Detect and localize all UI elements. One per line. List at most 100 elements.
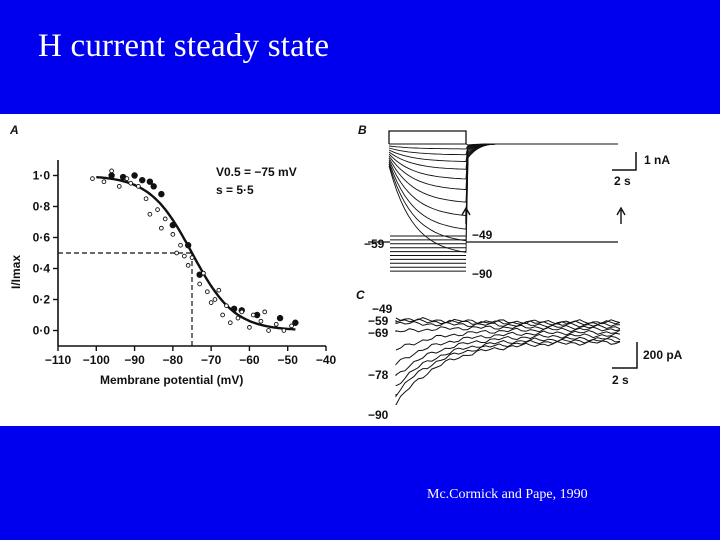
panel-c-scale-current: 200 pA [643, 348, 683, 362]
panel-a-filled-point [150, 183, 157, 190]
panel-c-tail-trace [395, 324, 621, 333]
panel-c-trace-label-4: −78 [368, 368, 389, 382]
panel-a-open-point [124, 176, 130, 181]
panel-a-open-point [178, 242, 183, 248]
panel-a-y-axis-label: I/Imax [9, 255, 23, 289]
panel-a-filled-point [230, 305, 238, 312]
panel-a-filled-point [158, 190, 165, 198]
panel-b-current-trace [388, 143, 618, 180]
citation: Mc.Cormick and Pape, 1990 [427, 487, 588, 502]
panel-a-open-point [239, 309, 245, 315]
panel-a-x-tick-label: −90 [124, 353, 145, 367]
panel-a-open-point [247, 325, 252, 330]
panel-a-x-tick-label: −100 [83, 353, 110, 367]
panel-c-tail-trace [395, 326, 621, 351]
slide-title: H current steady state [38, 28, 330, 64]
panel-b-current-trace [388, 143, 618, 217]
panel-b-current-trace [388, 143, 618, 170]
panel-a-x-tick-label: −60 [239, 353, 260, 367]
panel-a-open-point [143, 196, 149, 202]
panel-b-current-trace [388, 143, 618, 203]
panel-b-arrow-offset [616, 206, 626, 224]
panel-a-open-point [109, 168, 114, 174]
panel-b-current-trace [388, 143, 618, 156]
panel-a-annotation-vhalf: V0.5 = −75 mV [216, 165, 297, 179]
panel-b-label: B [358, 123, 367, 137]
panel-b-scale-current: 1 nA [644, 153, 670, 167]
panel-a-filled-point [276, 314, 284, 322]
panel-c-trace-label-3: −69 [368, 326, 389, 340]
panel-c-tail-trace [395, 317, 621, 325]
panel-a-open-point [155, 207, 160, 212]
panel-a-filled-point [139, 176, 146, 184]
panel-c-current-traces [395, 317, 638, 406]
panel-a-filled-point [169, 221, 177, 229]
panel-a-open-point [90, 176, 95, 181]
panel-b-current-trace [388, 143, 618, 242]
panel-a-open-point [273, 321, 279, 327]
panel-c-tail-trace [395, 329, 621, 366]
panel-c-tail-trace [395, 335, 621, 387]
panel-a-filled-point [292, 319, 299, 326]
panel-c-tail-trace [395, 332, 621, 376]
panel-a-annotation-slope: s = 5·5 [216, 183, 254, 197]
panel-a-open-point [136, 183, 141, 189]
panel-a-open-point [204, 289, 210, 295]
panel-a-plot: −110 −100 −90 −80 −70 −60 −50 −40 0·0 0·2 0·4 0·6 0·… [33, 160, 337, 367]
panel-a-open-point [224, 303, 229, 309]
panel-a-open-point [262, 309, 268, 315]
panel-a-open-point [189, 255, 195, 260]
panel-b-scale-time: 2 s [614, 174, 631, 188]
panel-b-arrow-onset [461, 206, 471, 224]
panel-a-open-point [281, 328, 287, 333]
panel-a-open-point [235, 315, 241, 321]
panel-a-open-point [174, 250, 180, 256]
panel-b-current-trace [388, 143, 618, 230]
figure-svg: A −110 −100 −90 −80 −70 −60 −50 −40 0·0 0·2 0·4 0·6… [9, 123, 683, 422]
panel-a-label: A [9, 123, 19, 137]
panel-a-y-tick-label: 0·8 [33, 200, 51, 214]
panel-c-scale-time: 2 s [612, 373, 629, 387]
panel-a-y-tick-label: 0·2 [33, 293, 51, 307]
panel-a-open-point [201, 270, 206, 276]
panel-a-open-point [170, 232, 176, 237]
panel-a-filled-point [131, 172, 138, 179]
panel-c-trace-label-5: −90 [368, 408, 389, 422]
panel-a-open-point [162, 216, 168, 222]
panel-a-x-tick-label: −50 [278, 353, 299, 367]
panel-a-x-tick-label: −80 [163, 353, 184, 367]
panel-a-filled-point [146, 178, 154, 185]
panel-a-y-tick-label: 0·0 [33, 324, 51, 338]
panel-a-open-point [212, 297, 218, 302]
panel-c-tail-trace [395, 318, 621, 326]
panel-c-tail-trace [395, 338, 621, 398]
panel-a-open-point [147, 211, 153, 217]
panel-a-open-point [258, 318, 264, 324]
panel-a-open-point [220, 312, 225, 318]
panel-b-current-trace [388, 143, 618, 162]
panel-a-x-axis-label: Membrane potential (mV) [100, 373, 243, 387]
panel-a-open-point [208, 300, 214, 305]
panel-c-tail-trace [395, 340, 621, 406]
panel-b-current-trace [388, 143, 618, 191]
panel-a-x-tick-label: −70 [201, 353, 222, 367]
panel-c-label: C [356, 288, 365, 302]
panel-b-step-top-label: −49 [472, 228, 493, 242]
panel-a-open-point [216, 287, 222, 293]
panel-a-y-tick-label: 0·6 [33, 231, 51, 245]
panel-a-open-point [101, 179, 107, 185]
panel-a-x-tick-label: −40 [316, 353, 337, 367]
panel-b-current-traces [368, 130, 637, 272]
panel-a-open-point [289, 323, 294, 329]
panel-a-open-point [250, 312, 256, 318]
panel-a-open-point [181, 253, 187, 259]
panel-a-open-point [185, 263, 191, 268]
panel-b-current-trace [388, 143, 618, 150]
panel-a-open-point [116, 183, 122, 189]
panel-a-filled-point [108, 172, 115, 179]
panel-b-step-bottom-label: −90 [472, 267, 493, 281]
panel-c-tail-trace [395, 320, 620, 328]
panel-a-open-point [128, 180, 134, 186]
panel-a-y-tick-label: 0·4 [33, 262, 51, 276]
panel-b-holding-label: −59 [364, 237, 385, 251]
